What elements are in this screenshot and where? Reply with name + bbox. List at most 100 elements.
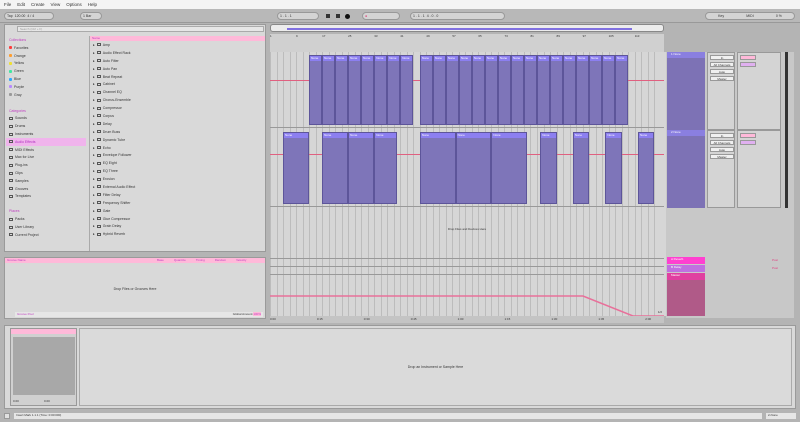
expand-triangle-icon[interactable]: ▸ — [93, 98, 95, 103]
automation-arm[interactable]: ● — [362, 12, 400, 20]
clip[interactable]: None — [455, 132, 492, 204]
midi-map-button[interactable]: MIDI — [746, 14, 754, 18]
browser-item[interactable]: ▸ Filter Delay — [90, 191, 265, 199]
io-selector[interactable]: Master — [710, 154, 734, 159]
browser-item[interactable]: ▸ Amp — [90, 41, 265, 49]
place-current-project[interactable]: Current Project — [6, 231, 86, 239]
category-clips[interactable]: Clips — [6, 169, 86, 177]
collection-yellow[interactable]: Yellow — [6, 60, 86, 68]
browser-item[interactable]: ▸ Auto Filter — [90, 57, 265, 65]
position-field[interactable]: 1 . 1 . 1 — [277, 12, 319, 20]
clip[interactable]: None — [322, 55, 336, 125]
groove-drop-zone[interactable]: Drop Files or Grooves Here — [113, 287, 157, 291]
clip[interactable]: None — [491, 132, 528, 204]
expand-triangle-icon[interactable]: ▸ — [93, 42, 95, 47]
category-instruments[interactable]: Instruments — [6, 130, 86, 138]
track-lane-1[interactable]: None None None None None None None None None None… — [270, 52, 664, 128]
clip[interactable]: None — [510, 55, 524, 125]
expand-triangle-icon[interactable]: ▸ — [93, 129, 95, 134]
quantize-menu[interactable]: 1 Bar — [80, 12, 102, 20]
browser-item[interactable]: ▸ Audio Effect Rack — [90, 49, 265, 57]
io-selector[interactable]: All Channels — [710, 140, 734, 145]
pan-field[interactable] — [740, 62, 756, 67]
expand-triangle-icon[interactable]: ▸ — [93, 106, 95, 111]
io-selector[interactable]: Auto — [710, 147, 734, 152]
clip[interactable]: None — [445, 55, 459, 125]
place-packs[interactable]: Packs — [6, 215, 86, 223]
clip[interactable]: None — [602, 55, 616, 125]
clip[interactable]: None — [348, 132, 375, 204]
clip[interactable]: None — [540, 132, 557, 204]
menu-view[interactable]: View — [50, 2, 61, 7]
volume-field[interactable] — [740, 55, 756, 60]
collection-favorites[interactable]: Favorites — [6, 44, 86, 52]
browser-item[interactable]: ▸ Channel EQ — [90, 88, 265, 96]
expand-triangle-icon[interactable]: ▸ — [93, 145, 95, 150]
browser-item[interactable]: ▸ Drum Buss — [90, 128, 265, 136]
clip[interactable]: None — [374, 55, 388, 125]
browser-item[interactable]: ▸ Beat Repeat — [90, 73, 265, 81]
io-selector[interactable]: All Channels — [710, 62, 734, 67]
browser-item[interactable]: ▸ EQ Eight — [90, 159, 265, 167]
clip[interactable]: None — [322, 132, 349, 204]
expand-triangle-icon[interactable]: ▸ — [93, 216, 95, 221]
expand-triangle-icon[interactable]: ▸ — [93, 113, 95, 118]
track-name[interactable]: 1 None — [667, 52, 705, 58]
browser-item[interactable]: ▸ Hybrid Reverb — [90, 230, 265, 238]
clip[interactable]: None — [471, 55, 485, 125]
clip[interactable]: None — [484, 55, 498, 125]
category-audio-effects[interactable]: Audio Effects — [6, 137, 86, 146]
expand-triangle-icon[interactable]: ▸ — [93, 58, 95, 63]
clip[interactable]: None — [572, 132, 590, 204]
browser-item[interactable]: ▸ Dynamic Tube — [90, 136, 265, 144]
time-ruler[interactable]: 0:00 0:15 0:30 0:45 1:00 1:15 1:30 1:45 2:00 — [270, 316, 664, 323]
clip[interactable]: None — [387, 55, 401, 125]
expand-triangle-icon[interactable]: ▸ — [93, 66, 95, 71]
clip[interactable]: None — [419, 132, 456, 204]
browser-item[interactable]: ▸ Chorus-Ensemble — [90, 96, 265, 104]
clip[interactable]: None — [497, 55, 511, 125]
clip[interactable]: None — [335, 55, 349, 125]
browser-search-input[interactable]: Search (Ctrl + F) — [17, 26, 264, 32]
groove-column-velocity[interactable]: Velocity — [236, 258, 247, 262]
browser-item[interactable]: ▸ Cabinet — [90, 80, 265, 88]
expand-triangle-icon[interactable]: ▸ — [93, 137, 95, 142]
post-button[interactable]: Post — [772, 266, 779, 270]
collection-green[interactable]: Green — [6, 67, 86, 75]
clip[interactable]: None — [432, 55, 446, 125]
beat-ruler[interactable]: 1 9 17 25 33 41 49 57 65 73 81 89 97 105 113 — [270, 34, 664, 52]
browser-item[interactable]: ▸ Auto Pan — [90, 65, 265, 73]
browser-item[interactable]: ▸ Delay — [90, 120, 265, 128]
expand-triangle-icon[interactable]: ▸ — [93, 224, 95, 229]
category-plug-ins[interactable]: Plug-ins — [6, 161, 86, 169]
return-track-1[interactable]: A Reverb — [667, 257, 705, 264]
browser-item[interactable]: ▸ Corpus — [90, 112, 265, 120]
clip[interactable]: None — [419, 55, 433, 125]
track-name[interactable]: 2 None — [667, 130, 705, 136]
category-sounds[interactable]: Sounds — [6, 115, 86, 123]
expand-triangle-icon[interactable]: ▸ — [93, 232, 95, 237]
clip[interactable]: None — [576, 55, 590, 125]
clip[interactable]: None — [537, 55, 551, 125]
master-track-name[interactable]: Master — [667, 273, 705, 280]
arrangement-view[interactable]: None None None None None None None None None None… — [270, 52, 666, 316]
expand-triangle-icon[interactable]: ▸ — [93, 50, 95, 55]
name-column-header[interactable]: Name — [90, 36, 265, 41]
groove-column-quantize[interactable]: Quantize — [173, 258, 186, 262]
device-title-bar[interactable] — [11, 329, 76, 334]
expand-triangle-icon[interactable]: ▸ — [93, 82, 95, 87]
category-grooves[interactable]: Grooves — [6, 185, 86, 193]
device-value-1[interactable]: 0.00 — [13, 399, 19, 403]
category-drums[interactable]: Drums — [6, 122, 86, 130]
clip[interactable]: None — [637, 132, 655, 204]
arrangement-drop-zone[interactable]: Drop Files and Devices Here — [447, 227, 487, 231]
play-button[interactable] — [326, 14, 330, 18]
collection-orange[interactable]: Orange — [6, 52, 86, 60]
signature-field[interactable]: 4 / 4 — [27, 14, 35, 18]
tempo-control[interactable]: Tap 120.00 4 / 4 — [4, 12, 54, 20]
browser-item[interactable]: ▸ Erosion — [90, 175, 265, 183]
menu-file[interactable]: File — [4, 2, 12, 7]
stop-button[interactable] — [336, 14, 340, 18]
expand-triangle-icon[interactable]: ▸ — [93, 208, 95, 213]
